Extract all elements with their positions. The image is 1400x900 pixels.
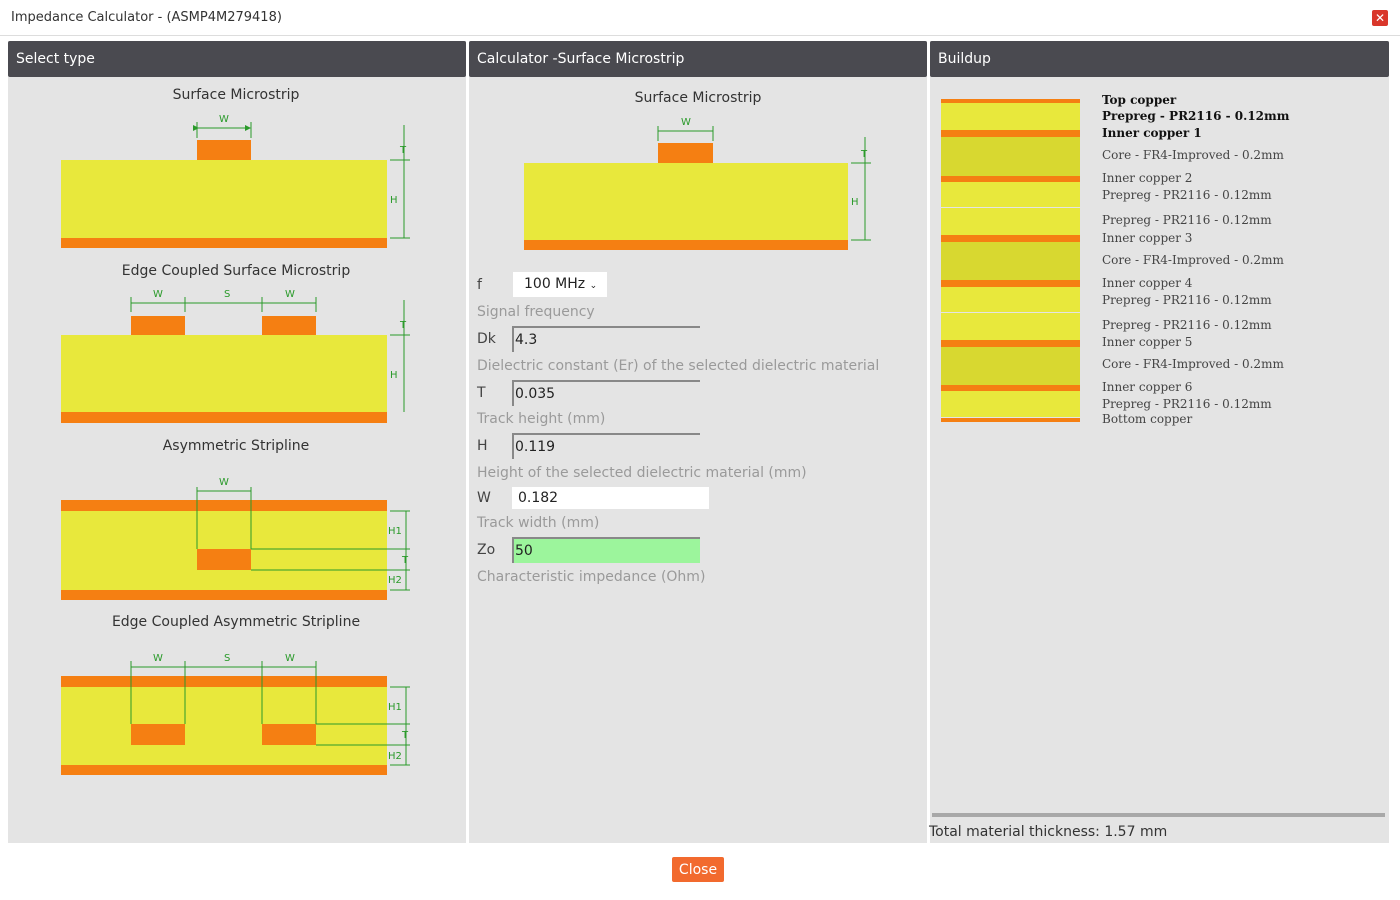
layer-label: Bottom copper	[1102, 412, 1193, 426]
dk-help: Dielectric constant (Er) of the selected…	[477, 358, 880, 374]
zo-help: Characteristic impedance (Ohm)	[477, 569, 706, 585]
select-type-header: Select type	[8, 41, 466, 77]
svg-text:H1: H1	[388, 526, 402, 537]
svg-text:W: W	[219, 477, 229, 488]
chevron-down-icon: ⌄	[589, 281, 598, 291]
f-help: Signal frequency	[477, 304, 595, 320]
layer-copper	[941, 385, 1080, 391]
layer-copper	[941, 176, 1080, 182]
type-title[interactable]: Asymmetric Stripline	[162, 438, 310, 454]
svg-text:S: S	[224, 289, 230, 300]
layer-label: Inner copper 2	[1102, 171, 1193, 185]
layer-copper	[941, 340, 1080, 347]
svg-text:H1: H1	[388, 702, 402, 713]
svg-text:T: T	[401, 555, 409, 566]
h-label: H	[390, 195, 398, 206]
layer-label: Prepreg - PR2116 - 0.12mm	[1102, 318, 1272, 332]
w-label: W	[477, 490, 491, 506]
layer-prepreg	[941, 182, 1080, 207]
layer-copper	[941, 99, 1080, 103]
layer-prepreg	[941, 208, 1080, 235]
title-bar	[0, 0, 1400, 36]
svg-text:S: S	[224, 653, 230, 664]
layer-prepreg	[941, 287, 1080, 312]
type-title[interactable]: Edge Coupled Surface Microstrip	[121, 263, 351, 279]
h-input[interactable]	[512, 433, 700, 459]
frequency-select[interactable]: 100 MHz ⌄	[513, 272, 607, 297]
w-label: W	[219, 114, 229, 125]
layer-copper	[941, 235, 1080, 242]
layer-label: Core - FR4-Improved - 0.2mm	[1102, 148, 1284, 162]
svg-text:T: T	[401, 730, 409, 741]
window-title: Impedance Calculator - (ASMP4M279418)	[11, 10, 282, 25]
layer-label: Prepreg - PR2116 - 0.12mm	[1102, 293, 1272, 307]
svg-text:T: T	[399, 320, 407, 331]
layer-label: Inner copper 6	[1102, 380, 1193, 394]
svg-text:W: W	[285, 653, 295, 664]
edge-coupled-asymmetric-stripline-diagram[interactable]: W S W H1 T H2	[61, 653, 410, 775]
close-button[interactable]: Close	[672, 857, 724, 882]
surface-microstrip-diagram[interactable]: W T H	[61, 114, 410, 248]
zo-input[interactable]	[512, 537, 700, 563]
layer-label: Prepreg - PR2116 - 0.12mm	[1102, 213, 1272, 227]
layer-label: Inner copper 4	[1102, 276, 1193, 290]
calc-diagram-title: Surface Microstrip	[634, 90, 762, 106]
svg-text:H: H	[851, 197, 859, 208]
layer-core	[941, 347, 1080, 385]
layer-label: Core - FR4-Improved - 0.2mm	[1102, 357, 1284, 371]
layer-copper	[941, 418, 1080, 422]
dk-input[interactable]	[512, 326, 700, 352]
horizontal-scrollbar[interactable]	[932, 813, 1385, 817]
dk-label: Dk	[477, 331, 496, 347]
type-title[interactable]: Surface Microstrip	[172, 87, 300, 103]
type-title[interactable]: Edge Coupled Asymmetric Stripline	[111, 614, 361, 630]
layer-core	[941, 137, 1080, 176]
edge-coupled-microstrip-diagram[interactable]: W S W T H	[61, 289, 410, 423]
layer-prepreg	[941, 391, 1080, 417]
svg-text:T: T	[860, 149, 868, 160]
layer-label: Prepreg - PR2116 - 0.12mm	[1102, 397, 1272, 411]
layer-label: Top copper	[1102, 93, 1177, 107]
buildup-header: Buildup	[930, 41, 1389, 77]
layer-label: Inner copper 5	[1102, 335, 1193, 349]
layer-core	[941, 242, 1080, 280]
h-label: H	[477, 438, 488, 454]
layer-label: Inner copper 1	[1102, 126, 1202, 140]
svg-text:W: W	[285, 289, 295, 300]
calculator-header: Calculator -Surface Microstrip	[469, 41, 927, 77]
w-input[interactable]	[512, 487, 709, 509]
svg-text:H2: H2	[388, 751, 402, 762]
layer-label: Core - FR4-Improved - 0.2mm	[1102, 253, 1284, 267]
f-label: f	[477, 277, 482, 293]
t-help: Track height (mm)	[477, 411, 606, 427]
layer-label: Inner copper 3	[1102, 231, 1193, 245]
t-label: T	[399, 145, 407, 156]
svg-text:H: H	[390, 370, 398, 381]
w-help: Track width (mm)	[477, 515, 600, 531]
t-input[interactable]	[512, 380, 700, 406]
svg-text:W: W	[153, 653, 163, 664]
svg-text:H2: H2	[388, 575, 402, 586]
frequency-value: 100 MHz	[524, 276, 586, 292]
layer-prepreg	[941, 313, 1080, 340]
svg-text:W: W	[681, 117, 691, 128]
layer-copper	[941, 280, 1080, 287]
layer-prepreg	[941, 103, 1080, 130]
layer-label: Prepreg - PR2116 - 0.12mm	[1102, 188, 1272, 202]
t-label: T	[477, 385, 486, 401]
close-icon[interactable]: ✕	[1372, 10, 1388, 26]
h-help: Height of the selected dielectric materi…	[477, 465, 807, 481]
layer-label: Prepreg - PR2116 - 0.12mm	[1102, 109, 1290, 123]
svg-text:W: W	[153, 289, 163, 300]
asymmetric-stripline-diagram[interactable]: W H1 T H2	[61, 477, 410, 600]
zo-label: Zo	[477, 542, 496, 558]
layer-copper	[941, 130, 1080, 137]
buildup-panel: Buildup	[930, 41, 1389, 843]
total-thickness: Total material thickness: 1.57 mm	[929, 824, 1168, 840]
calculator-diagram: W T H	[524, 117, 871, 250]
